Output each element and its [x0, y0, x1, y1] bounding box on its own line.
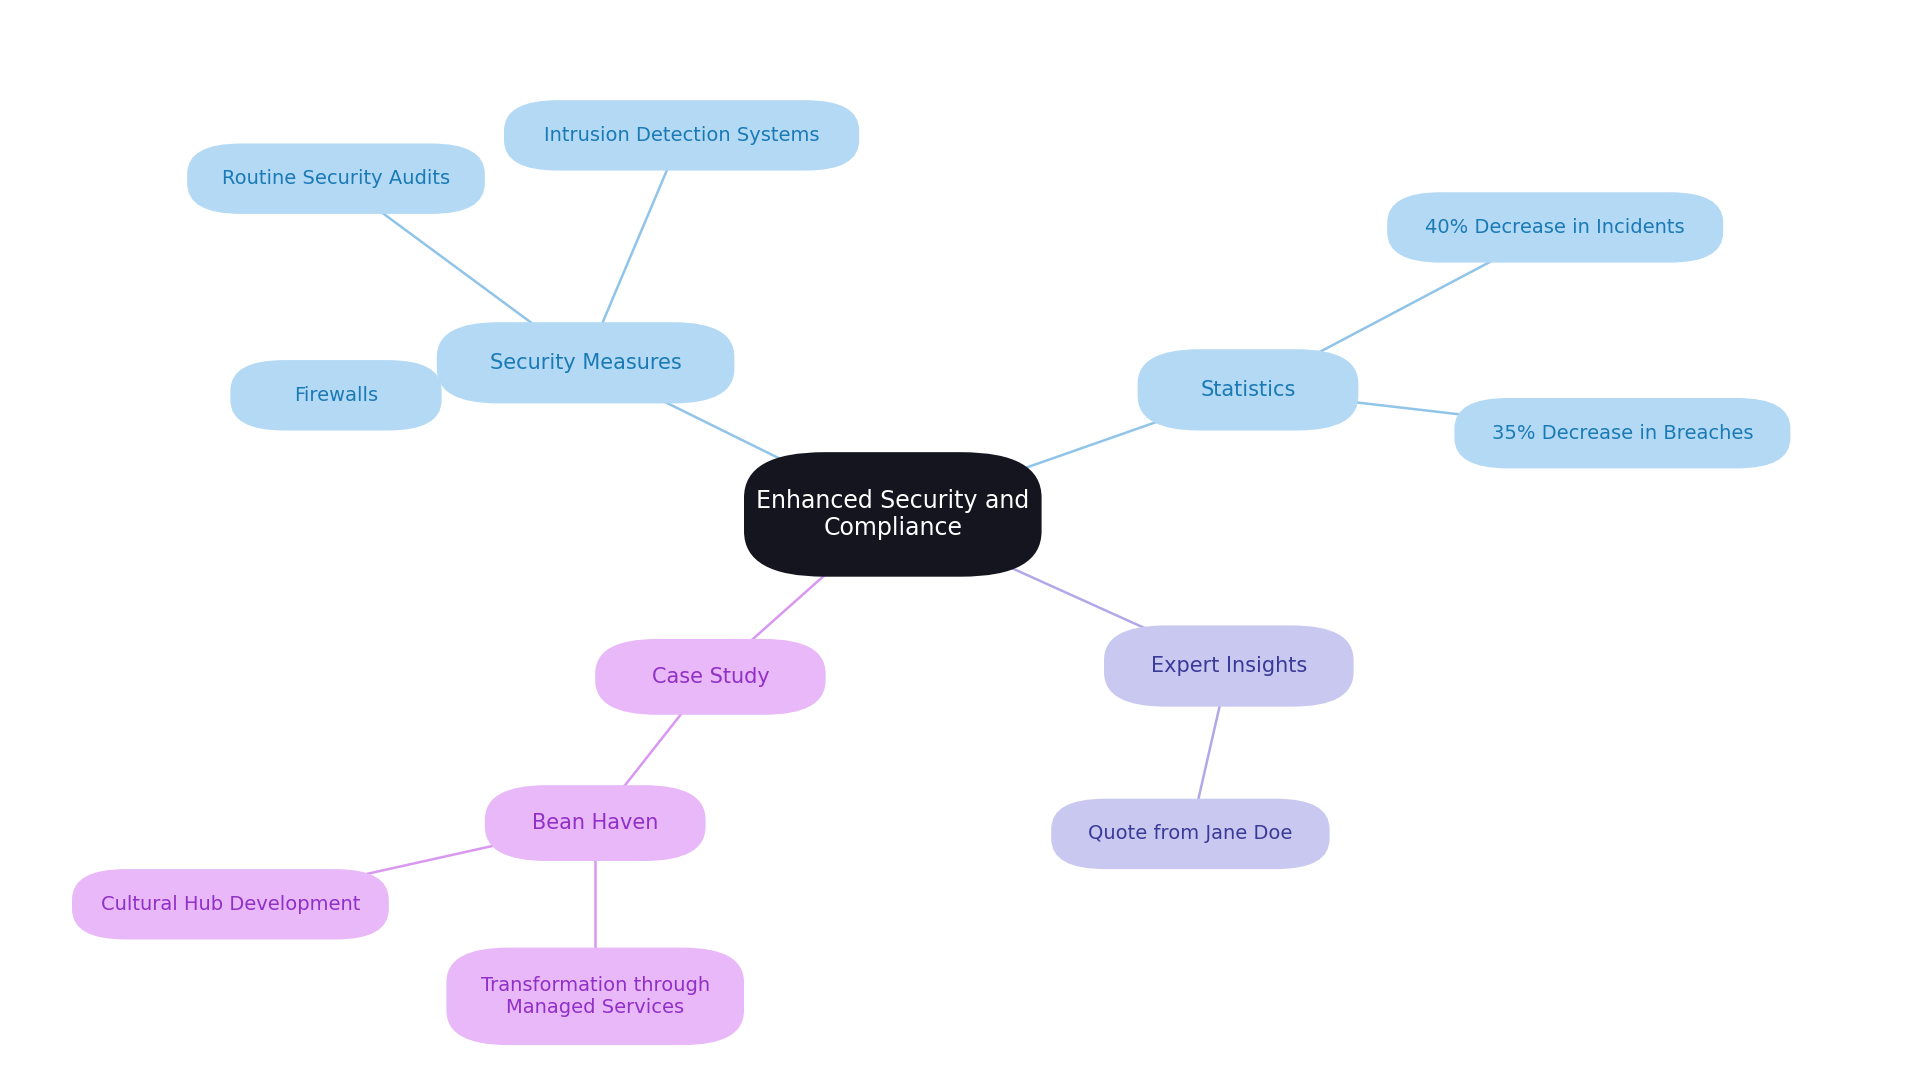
Text: Security Measures: Security Measures — [490, 353, 682, 373]
Text: 35% Decrease in Breaches: 35% Decrease in Breaches — [1492, 423, 1753, 443]
FancyBboxPatch shape — [1052, 799, 1329, 869]
FancyBboxPatch shape — [745, 453, 1041, 576]
Text: Transformation through
Managed Services: Transformation through Managed Services — [480, 976, 710, 1017]
FancyBboxPatch shape — [436, 323, 733, 403]
Text: Bean Haven: Bean Haven — [532, 813, 659, 833]
FancyBboxPatch shape — [1455, 397, 1789, 469]
Text: Expert Insights: Expert Insights — [1150, 656, 1308, 676]
Text: Quote from Jane Doe: Quote from Jane Doe — [1089, 824, 1292, 844]
Text: Firewalls: Firewalls — [294, 386, 378, 405]
Text: Cultural Hub Development: Cultural Hub Development — [100, 895, 361, 914]
FancyBboxPatch shape — [484, 785, 707, 861]
Text: Routine Security Audits: Routine Security Audits — [223, 169, 449, 188]
Text: Intrusion Detection Systems: Intrusion Detection Systems — [543, 126, 820, 145]
FancyBboxPatch shape — [1104, 625, 1354, 706]
FancyBboxPatch shape — [503, 101, 858, 170]
FancyBboxPatch shape — [186, 144, 484, 214]
Text: Statistics: Statistics — [1200, 380, 1296, 400]
FancyBboxPatch shape — [1386, 193, 1722, 262]
FancyBboxPatch shape — [71, 869, 388, 939]
Text: Enhanced Security and
Compliance: Enhanced Security and Compliance — [756, 488, 1029, 540]
FancyBboxPatch shape — [1137, 349, 1359, 430]
FancyBboxPatch shape — [445, 948, 743, 1045]
Text: 40% Decrease in Incidents: 40% Decrease in Incidents — [1425, 218, 1686, 237]
FancyBboxPatch shape — [595, 639, 826, 715]
FancyBboxPatch shape — [230, 360, 442, 430]
Text: Case Study: Case Study — [651, 667, 770, 687]
